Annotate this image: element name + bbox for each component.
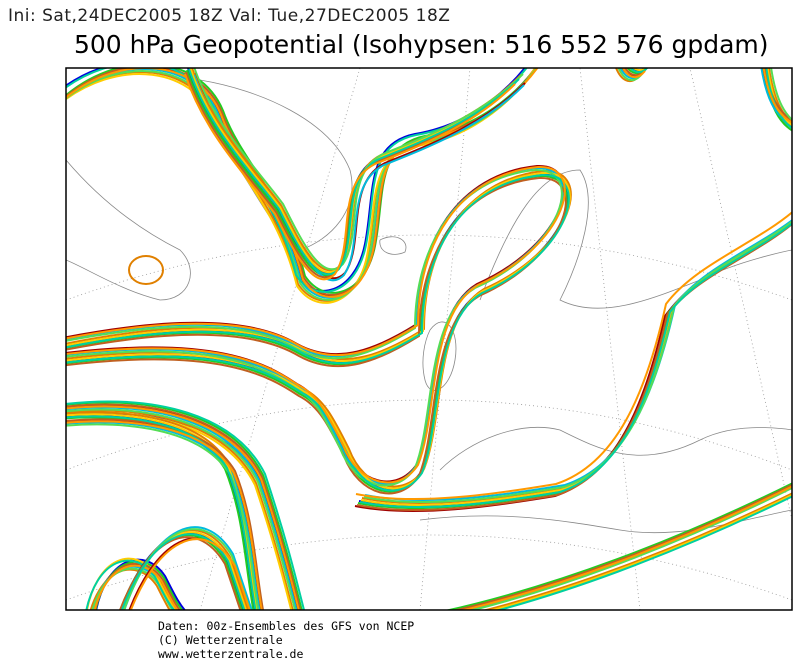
isoline bbox=[66, 418, 264, 610]
isoline bbox=[66, 165, 566, 484]
isoline bbox=[129, 538, 251, 610]
isoline bbox=[66, 164, 565, 483]
grid-line bbox=[419, 68, 471, 610]
isoline bbox=[488, 493, 792, 610]
isoline bbox=[452, 483, 792, 610]
isoline bbox=[184, 73, 516, 281]
map-area bbox=[66, 68, 792, 610]
coastlines bbox=[66, 79, 792, 534]
british-isles bbox=[422, 321, 457, 391]
isoline bbox=[66, 405, 300, 610]
map-frame bbox=[65, 67, 793, 611]
isoline bbox=[93, 564, 179, 610]
isoline bbox=[91, 567, 174, 610]
credit-line: (C) Wetterzentrale bbox=[158, 633, 283, 647]
isoline bbox=[621, 68, 646, 79]
isoline bbox=[444, 482, 792, 610]
isoline bbox=[188, 68, 520, 276]
isoline bbox=[768, 68, 792, 124]
grid-line bbox=[66, 534, 792, 601]
isoline bbox=[359, 222, 792, 508]
isoline bbox=[459, 485, 792, 610]
isoline bbox=[495, 495, 792, 610]
isohypsen bbox=[66, 68, 792, 610]
canada bbox=[66, 159, 191, 301]
isoline bbox=[66, 415, 257, 610]
isoline bbox=[66, 403, 302, 610]
isoline bbox=[66, 400, 306, 610]
credit-line: www.wetterzentrale.de bbox=[158, 647, 304, 661]
isoline bbox=[770, 68, 792, 122]
isoline bbox=[66, 173, 570, 492]
isoline bbox=[128, 255, 164, 285]
isoline bbox=[763, 68, 792, 122]
isoline bbox=[632, 68, 648, 72]
isoline bbox=[66, 409, 294, 610]
isoline bbox=[66, 166, 564, 485]
credits: Daten: 00z-Ensembles des GFS von NCEP (C… bbox=[158, 619, 414, 661]
map-title: 500 hPa Geopotential (Isohypsen: 516 552… bbox=[74, 30, 769, 59]
grid-line bbox=[66, 234, 792, 301]
iceland bbox=[379, 236, 407, 255]
isoline bbox=[66, 408, 297, 610]
isoline bbox=[186, 69, 518, 277]
isoline bbox=[355, 210, 792, 500]
credit-line: Daten: 00z-Ensembles des GFS von NCEP bbox=[158, 619, 415, 633]
graticule bbox=[66, 68, 792, 610]
isoline bbox=[193, 68, 524, 271]
europe bbox=[439, 169, 792, 471]
isoline bbox=[66, 401, 303, 610]
isoline bbox=[89, 568, 171, 610]
isoline bbox=[66, 406, 298, 610]
grid-line bbox=[579, 68, 641, 610]
grid-line bbox=[689, 68, 792, 521]
run-info: Ini: Sat,24DEC2005 18Z Val: Tue,27DEC200… bbox=[8, 6, 451, 26]
isoline bbox=[482, 492, 792, 610]
isoline bbox=[66, 420, 263, 610]
